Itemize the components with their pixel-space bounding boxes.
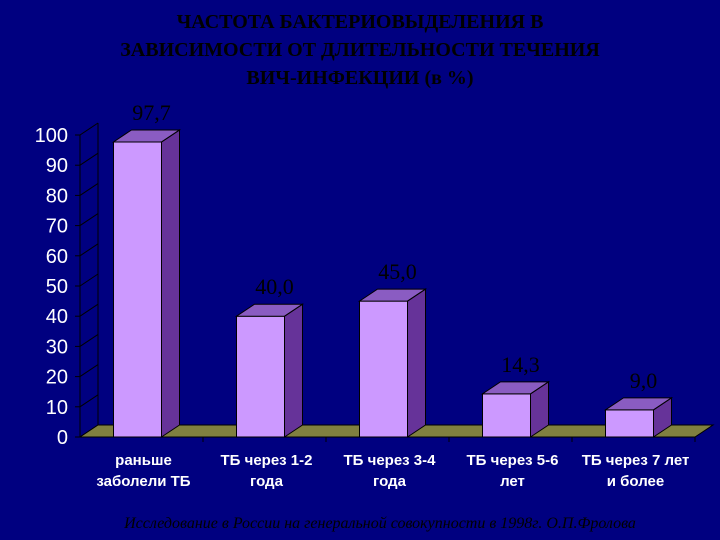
bar-front (113, 141, 162, 438)
chart-title: ЧАСТОТА БАКТЕРИОВЫДЕЛЕНИЯ В ЗАВИСИМОСТИ … (120, 11, 600, 89)
bar-front (236, 315, 285, 438)
y-tick-diagonal (79, 243, 99, 257)
bar-top (111, 129, 182, 143)
bar-side (407, 288, 426, 438)
data-label: 14,3 (501, 352, 540, 377)
y-tick-label: 50 (46, 276, 68, 298)
category-label: ТБ через 3-4 года (344, 452, 437, 490)
category-label: ТБ через 5-6 лет (467, 452, 559, 490)
category-label: ТБ через 1-2 года (221, 452, 313, 490)
y-tick-label: 80 (46, 185, 68, 207)
bar-front (482, 393, 531, 438)
y-tick-diagonal (79, 182, 99, 196)
bar-top (357, 288, 428, 302)
data-label: 45,0 (378, 259, 417, 284)
bar-side (284, 303, 303, 438)
y-tick-diagonal (79, 303, 99, 317)
y-tick-label: 40 (46, 306, 68, 328)
y-tick-label: 10 (46, 397, 68, 419)
y-tick-diagonal (79, 122, 99, 136)
y-tick-label: 0 (57, 427, 68, 449)
y-tick-diagonal (79, 394, 99, 408)
data-label: 97,7 (132, 100, 171, 125)
data-label: 40,0 (255, 274, 294, 299)
y-tick-label: 30 (46, 336, 68, 358)
category-label: раньше заболели ТБ (96, 452, 190, 490)
y-tick-label: 20 (46, 367, 68, 389)
footnote: Исследование в России на генеральной сов… (124, 515, 636, 532)
y-tick-diagonal (79, 333, 99, 347)
y-tick-label: 60 (46, 246, 68, 268)
y-tick-diagonal (79, 273, 99, 287)
y-tick-label: 70 (46, 216, 68, 238)
y-tick-label: 90 (46, 155, 68, 177)
bar-top (234, 303, 305, 317)
y-tick-diagonal (79, 213, 99, 227)
bar-top (603, 397, 674, 411)
y-tick-diagonal (79, 364, 99, 378)
bar-top (480, 381, 551, 395)
y-tick-diagonal (79, 152, 99, 166)
data-label: 9,0 (630, 368, 658, 393)
bar-front (605, 409, 654, 438)
category-label: ТБ через 7 лет и более (582, 452, 690, 490)
bar-side (161, 129, 180, 438)
y-tick-label: 100 (35, 125, 68, 147)
bar-front (359, 300, 408, 438)
